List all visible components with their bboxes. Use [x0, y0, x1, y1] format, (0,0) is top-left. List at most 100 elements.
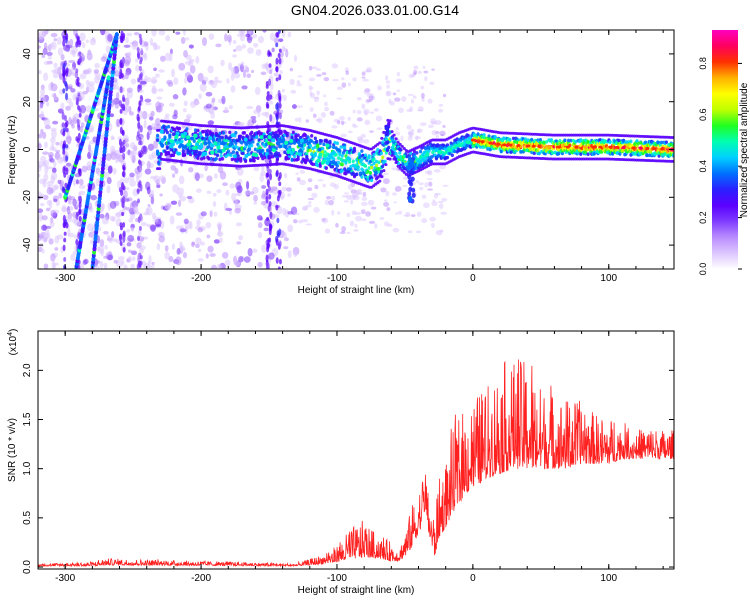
spectrogram-cell	[210, 80, 218, 89]
spectrogram-cell	[207, 65, 214, 74]
spectrogram-cell	[426, 178, 433, 181]
spectrogram-cell	[75, 68, 79, 74]
spectrogram-cell	[329, 110, 335, 116]
spectrogram-cell	[126, 242, 132, 247]
spectrogram-cell	[370, 206, 377, 210]
spectrogram-cell	[341, 226, 347, 232]
spectrogram-cell	[120, 30, 124, 36]
spectrogram-cell	[432, 199, 436, 203]
spectrogram-cell	[131, 43, 139, 50]
spectrogram-cell	[150, 196, 155, 205]
spectrogram-cell	[199, 83, 207, 92]
spectrogram-cell	[250, 115, 257, 120]
spectrogram-cell	[198, 93, 202, 100]
spectrogram-cell	[531, 144, 536, 148]
spectrogram-cell	[114, 32, 119, 38]
spectrogram-cell	[110, 145, 116, 153]
spectrogram-cell	[197, 248, 202, 253]
spectrogram-cell	[363, 153, 368, 157]
spectrogram-cell	[42, 131, 47, 139]
spectrogram-cell	[123, 264, 128, 269]
spectrogram-cell	[50, 136, 56, 144]
spectrogram-cell	[206, 234, 211, 239]
spectrogram-cell	[210, 264, 218, 269]
spectrogram-cell	[46, 187, 54, 195]
spectrogram-cell	[55, 141, 60, 146]
spectrogram-cell	[347, 82, 351, 87]
spectrogram-cell	[618, 152, 622, 156]
spectrogram-cell	[395, 188, 400, 192]
spectrogram-cell	[77, 195, 81, 202]
spectrogram-cell	[349, 199, 354, 205]
spectrogram-cell	[62, 244, 66, 252]
spectrogram-cell	[163, 135, 167, 140]
spectrogram-cell	[276, 217, 280, 224]
spectrogram-cell	[275, 204, 279, 211]
spectrogram-cell	[195, 237, 202, 244]
spectrogram-cell	[42, 47, 48, 55]
spectrogram-cell	[138, 180, 142, 186]
spectrogram-cell	[159, 55, 166, 62]
spectrogram-cell	[526, 144, 531, 148]
spectrogram-cell	[104, 162, 109, 171]
spectrogram-cell	[441, 197, 448, 202]
spectrogram-cell	[323, 77, 330, 82]
spectrogram-cell	[177, 187, 181, 192]
spectrogram-cell	[41, 248, 45, 254]
spectrogram-cell	[60, 53, 65, 61]
spectrogram-cell	[252, 248, 258, 253]
spectrogram-cell	[417, 106, 424, 112]
spectrogram-cell	[164, 202, 171, 210]
spectrogram-cell	[191, 241, 195, 248]
spectrogram-cell	[51, 260, 56, 269]
spectrogram-cell	[396, 89, 401, 92]
spectrogram-cell	[99, 260, 104, 269]
spectrogram-cell	[139, 140, 143, 146]
spectrogram-cell	[318, 164, 322, 168]
spectrogram-cell	[106, 176, 112, 185]
spectrogram-cell	[392, 92, 397, 96]
spectrogram-cell	[122, 246, 126, 253]
spectrogram-cell	[322, 154, 327, 159]
spectrogram-cell	[39, 232, 46, 241]
spectrogram-cell	[336, 211, 341, 215]
spectrogram-cell	[52, 167, 57, 174]
spectrogram-cell	[390, 153, 394, 157]
spectrogram-cell	[72, 198, 77, 207]
spectrogram-cell	[127, 249, 133, 253]
spectrogram-cell	[388, 157, 392, 161]
spectrogram-cell	[103, 231, 109, 235]
spectrogram-cell	[63, 231, 67, 236]
spectrogram-cell	[431, 130, 437, 136]
spectrogram-cell	[238, 235, 244, 241]
spectrogram-cell	[53, 198, 58, 203]
spectrogram-cell	[129, 150, 135, 160]
spectrogram-cell	[442, 184, 449, 187]
spectrogram-cell	[297, 75, 303, 78]
colorbar-tick-label: 0.8	[698, 57, 708, 70]
spectrogram-cell	[563, 138, 567, 143]
spectrogram-cell	[296, 177, 301, 182]
spectrogram-cell	[284, 140, 289, 145]
spectrogram-x-tick-label: -300	[55, 273, 75, 284]
spectrogram-cell	[411, 73, 416, 78]
spectrogram-cell	[265, 172, 269, 178]
spectrogram-cell	[242, 44, 247, 49]
spectrogram-cell	[266, 216, 270, 221]
spectrogram-cell	[277, 90, 281, 97]
spectrogram-cell	[271, 138, 276, 143]
spectrogram-cell	[331, 209, 335, 216]
spectrogram-cell	[77, 92, 81, 97]
spectrogram-cell	[168, 133, 172, 137]
spectrogram-cell	[43, 72, 49, 82]
spectrogram-cell	[119, 109, 123, 114]
spectrogram-cell	[239, 159, 243, 163]
spectrogram-cell	[70, 88, 76, 93]
spectrogram-cell	[123, 44, 131, 48]
spectrogram-cell	[316, 117, 323, 124]
spectrogram-cell	[431, 68, 435, 71]
spectrogram-cell	[438, 203, 444, 209]
spectrogram-cell	[60, 102, 65, 110]
spectrogram-cell	[424, 170, 432, 175]
spectrogram-cell	[321, 146, 325, 151]
